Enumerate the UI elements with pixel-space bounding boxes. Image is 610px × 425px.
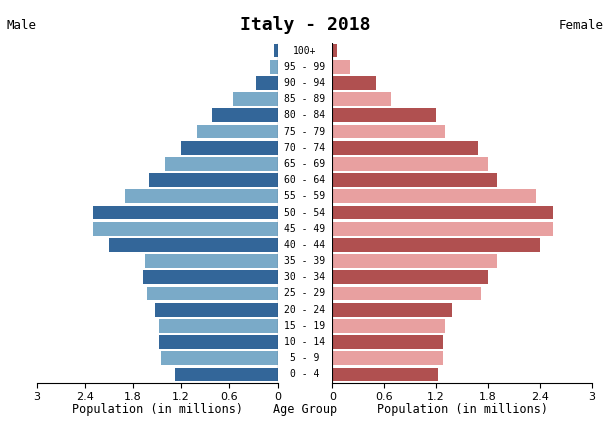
Text: 20 - 24: 20 - 24 [284,305,326,314]
Bar [159,319,278,333]
Text: 50 - 54: 50 - 54 [284,207,326,218]
Text: Female: Female [559,19,604,32]
Text: 80 - 84: 80 - 84 [284,110,326,120]
Bar [332,238,540,252]
Text: 85 - 89: 85 - 89 [284,94,326,104]
Bar [212,108,278,122]
Bar [332,270,488,284]
Bar [332,254,497,268]
Text: 95 - 99: 95 - 99 [284,62,326,72]
Bar [148,286,278,300]
Bar [143,270,278,284]
Bar [165,157,278,171]
Bar [332,157,488,171]
Text: 70 - 74: 70 - 74 [284,143,326,153]
Bar [93,222,278,235]
Text: 25 - 29: 25 - 29 [284,289,326,298]
Text: Male: Male [6,19,36,32]
Text: 75 - 79: 75 - 79 [284,127,326,136]
Bar [109,238,278,252]
Bar [159,335,278,349]
Bar [332,108,436,122]
Bar [181,141,278,155]
Text: 35 - 39: 35 - 39 [284,256,326,266]
Bar [332,173,497,187]
Bar [332,125,445,139]
Bar [234,92,278,106]
Bar [332,44,337,57]
Bar [332,206,553,219]
Bar [149,173,278,187]
Bar [145,254,278,268]
Bar [332,141,478,155]
Bar [332,303,451,317]
Text: 15 - 19: 15 - 19 [284,321,326,331]
Bar [332,351,443,365]
Text: Italy - 2018: Italy - 2018 [240,17,370,34]
Bar [332,222,553,235]
Text: 40 - 44: 40 - 44 [284,240,326,250]
Bar [332,319,445,333]
Bar [332,60,350,74]
Bar [332,76,376,90]
Text: 100+: 100+ [293,45,317,56]
Bar [274,44,278,57]
Bar [332,286,481,300]
Text: 90 - 94: 90 - 94 [284,78,326,88]
Bar [256,76,278,90]
Text: 5 - 9: 5 - 9 [290,353,320,363]
Bar [156,303,278,317]
Text: 65 - 69: 65 - 69 [284,159,326,169]
Bar [332,368,438,381]
Bar [93,206,278,219]
Text: Age Group: Age Group [273,403,337,416]
Bar [332,92,391,106]
Text: 45 - 49: 45 - 49 [284,224,326,234]
Text: Population (in millions): Population (in millions) [376,403,548,416]
Text: 0 - 4: 0 - 4 [290,369,320,380]
Bar [270,60,278,74]
Text: 55 - 59: 55 - 59 [284,191,326,201]
Bar [332,190,536,203]
Bar [174,368,278,381]
Text: Population (in millions): Population (in millions) [71,403,243,416]
Bar [197,125,278,139]
Bar [332,335,443,349]
Text: 10 - 14: 10 - 14 [284,337,326,347]
Bar [125,190,278,203]
Bar [161,351,278,365]
Text: 30 - 34: 30 - 34 [284,272,326,282]
Text: 60 - 64: 60 - 64 [284,175,326,185]
